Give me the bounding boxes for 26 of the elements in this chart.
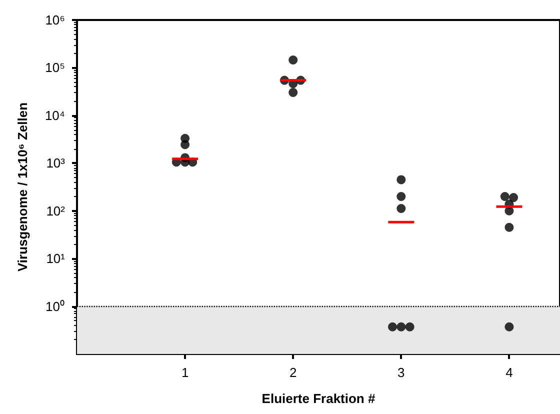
y-tick-label: 10⁰ (46, 298, 65, 314)
x-axis-title: Eluierte Fraktion # (262, 391, 376, 406)
y-tick-label: 10⁴ (44, 108, 65, 123)
point (396, 204, 406, 214)
x-tick-label: 2 (289, 365, 297, 380)
x-tick-label: 4 (506, 365, 513, 380)
point (288, 56, 298, 65)
x-tick-label: 3 (398, 365, 405, 380)
point (396, 175, 406, 184)
point (396, 322, 406, 332)
y-tick-label: 10² (46, 203, 66, 218)
y-tick-label: 10¹ (46, 251, 66, 266)
point (288, 88, 298, 97)
y-tick-label: 10⁵ (45, 60, 65, 76)
x-tick-label: 1 (181, 365, 189, 380)
y-tick-label: 10³ (46, 156, 66, 171)
point (509, 193, 518, 202)
y-axis-title: Virusgenome / 1x10⁶ Zellen (15, 102, 30, 272)
point (504, 322, 514, 332)
point (396, 192, 406, 201)
y-tick-label: 10⁶ (45, 12, 65, 28)
point (500, 192, 510, 201)
point (180, 134, 190, 143)
point (405, 322, 414, 332)
point (388, 322, 398, 332)
point (504, 222, 514, 232)
